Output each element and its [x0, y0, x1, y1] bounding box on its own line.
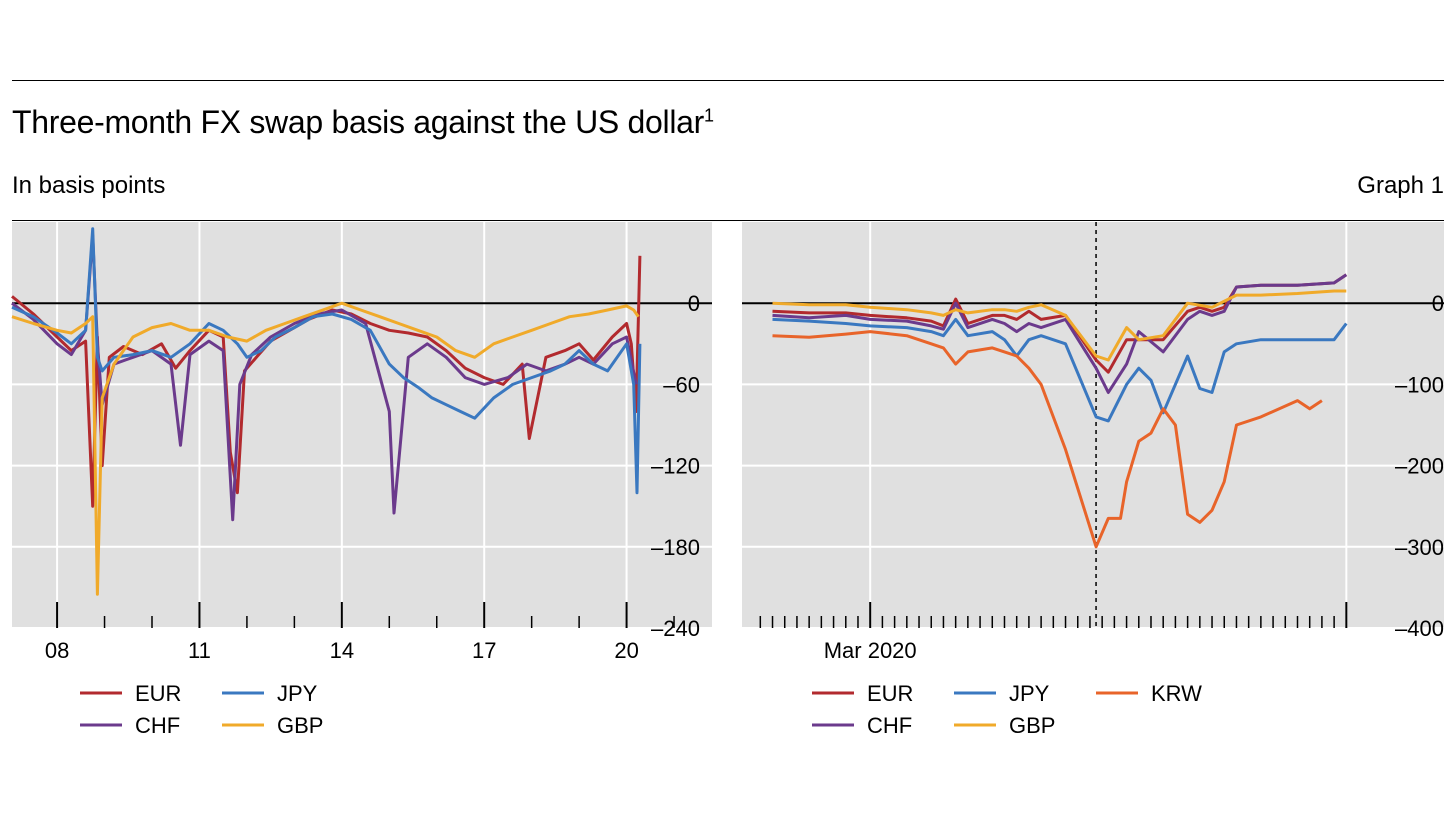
legend-label-eur: EUR: [135, 681, 181, 706]
x-tick-label: 08: [45, 638, 69, 663]
graph-number-label: Graph 1: [1357, 172, 1444, 199]
x-tick-label: 20: [614, 638, 638, 663]
plot-background: [12, 222, 712, 628]
left-chart-panel: 08 11 14 17 20 0 –60 –120 –180 –240 EUR CHF JPY GBP: [11, 222, 712, 738]
series-line-chf: [772, 273, 1348, 394]
y-tick-label: –60: [663, 372, 700, 397]
legend-label-chf: CHF: [135, 713, 180, 738]
right-chart-panel: Mar 2020 0 –100 –200 –300 –400 EUR CHF JPY GBP KRW: [742, 222, 1444, 738]
legend-label-jpy: JPY: [1009, 681, 1050, 706]
legend-label-krw: KRW: [1151, 681, 1202, 706]
y-tick-label: –400: [1395, 616, 1444, 641]
chart-subtitle: In basis points: [12, 172, 166, 199]
y-tick-label: 0: [688, 291, 700, 316]
legend-label-gbp: GBP: [277, 713, 323, 738]
x-tick-label: 11: [188, 638, 211, 663]
title-footnote-marker: 1: [704, 105, 714, 126]
legend-label-chf: CHF: [867, 713, 912, 738]
series-line-gbp: [11, 301, 640, 596]
series-line-jpy: [772, 317, 1348, 423]
x-tick-label: 17: [472, 638, 496, 663]
y-tick-label: –120: [651, 454, 700, 479]
y-tick-label: –300: [1395, 535, 1444, 560]
plot-background: [742, 222, 1444, 628]
x-tick-label: 14: [330, 638, 354, 663]
y-tick-label: –100: [1395, 372, 1444, 397]
chart-title: Three-month FX swap basis against the US…: [12, 104, 714, 141]
legend-label-jpy: JPY: [277, 681, 318, 706]
top-rule: [12, 80, 1444, 81]
series-line-krw: [772, 330, 1323, 549]
series-line-chf: [11, 234, 638, 522]
y-tick-label: –180: [651, 535, 700, 560]
legend-label-eur: EUR: [867, 681, 913, 706]
legend-label-gbp: GBP: [1009, 713, 1055, 738]
series-line-jpy: [11, 227, 642, 495]
chart-title-text: Three-month FX swap basis against the US…: [12, 104, 705, 140]
x-tick-label: Mar 2020: [824, 638, 917, 663]
y-tick-label: 0: [1432, 291, 1444, 316]
series-line-gbp: [772, 289, 1347, 362]
y-tick-label: –200: [1395, 454, 1444, 479]
y-tick-label: –240: [651, 616, 700, 641]
header-rule: [12, 220, 1444, 221]
